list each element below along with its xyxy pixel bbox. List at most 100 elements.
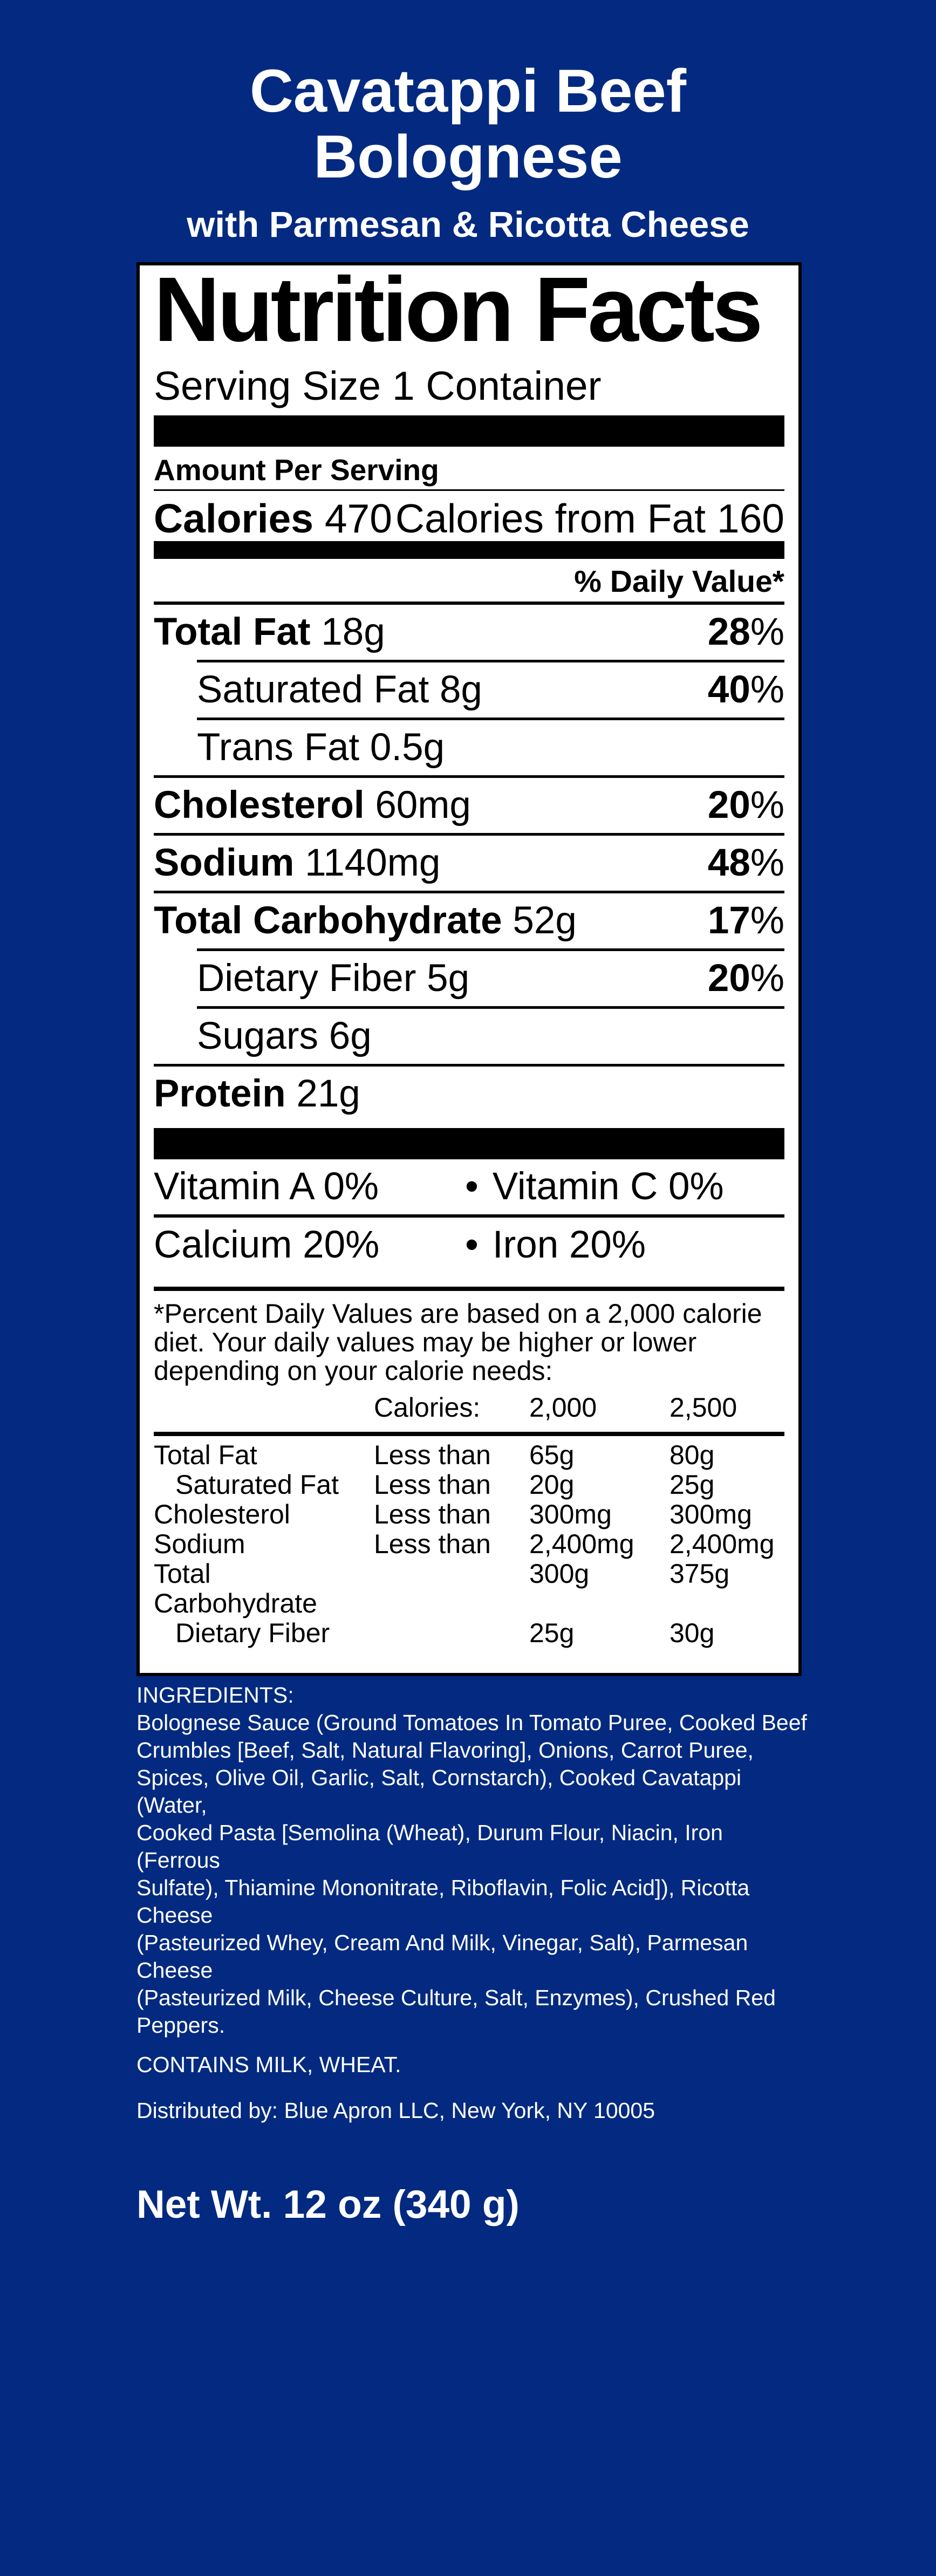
table-qualifier (374, 1559, 529, 1618)
product-title-line1: Cavatappi Beef (249, 57, 687, 125)
rule (154, 489, 784, 491)
nutrient-row-total-carbohydrate: Total Carbohydrate 52g 17% (154, 893, 784, 948)
amount-per-serving: Amount Per Serving (154, 453, 439, 487)
nutrient-name: Sugars (197, 1015, 318, 1057)
rule-heavy (154, 1432, 784, 1436)
rule (154, 1214, 784, 1218)
table-row: Cholesterol Less than 300mg 300mg (154, 1500, 784, 1529)
percent-sign: % (750, 668, 784, 711)
dv-number: 48 (707, 842, 750, 884)
nutrient-name: Trans Fat (197, 726, 360, 769)
bullet: • (465, 1224, 479, 1266)
table-row: Sodium Less than 2,400mg 2,400mg (154, 1529, 784, 1559)
iron: Iron 20% (492, 1224, 646, 1266)
nutrient-label: Sugars 6g (154, 1009, 372, 1064)
distributor-info: Distributed by: Blue Apron LLC, New York… (136, 2098, 655, 2123)
nutrient-row-sugars: Sugars 6g (154, 1009, 784, 1064)
percent-sign: % (750, 899, 784, 942)
nutrient-name: Total Fat (154, 611, 311, 653)
nutrient-dv: 20% (708, 778, 784, 833)
nutrient-label: Trans Fat 0.5g (154, 720, 445, 775)
table-nutrient: Sodium (154, 1529, 245, 1559)
nutrient-amount: 8g (439, 668, 482, 711)
table-nutrient: Saturated Fat (175, 1470, 339, 1500)
nutrient-amount: 60mg (375, 784, 471, 826)
nutrient-row-cholesterol: Cholesterol 60mg 20% (154, 778, 784, 833)
product-title: Cavatappi Beef Bolognese (0, 58, 936, 190)
nutrient-dv: 28% (708, 605, 784, 660)
nutrient-row-dietary-fiber: Dietary Fiber 5g 20% (154, 951, 784, 1006)
nutrient-amount: 0.5g (370, 726, 445, 769)
nutrient-name: Total Carbohydrate (154, 899, 502, 942)
vitamin-a: Vitamin A 0% (154, 1165, 379, 1208)
dv-number: 28 (707, 611, 750, 653)
percent-sign: % (750, 842, 784, 884)
nutrient-label: Protein 21g (154, 1067, 360, 1122)
table-v2000: 300mg (529, 1499, 612, 1529)
nutrient-row-total-fat: Total Fat 18g 28% (154, 605, 784, 660)
table-qualifier (374, 1618, 529, 1648)
col-2000-header: 2,000 (529, 1392, 597, 1423)
rule (154, 891, 784, 893)
table-v2000: 2,400mg (529, 1529, 634, 1559)
calories-value: 470 (324, 496, 392, 541)
daily-values-footnote: *Percent Daily Values are based on a 2,0… (154, 1299, 762, 1386)
nutrient-label: Dietary Fiber 5g (154, 951, 469, 1006)
calories-label: Calories (154, 496, 313, 541)
dv-number: 20 (707, 957, 750, 1000)
table-row: Total Carbohydrate 300g 375g (154, 1559, 784, 1618)
nutrient-label: Total Carbohydrate 52g (154, 893, 577, 948)
table-v2500: 2,400mg (669, 1529, 775, 1559)
table-v2000: 25g (529, 1618, 575, 1648)
calories-from-fat-label: Calories from Fat (395, 496, 706, 541)
bullet: • (465, 1165, 479, 1208)
vitamin-row-2: Calcium 20% • Iron 20% (154, 1218, 784, 1273)
nutrient-row-trans-fat: Trans Fat 0.5g (154, 720, 784, 775)
percent-sign: % (750, 957, 784, 1000)
table-qualifier: Less than (374, 1470, 491, 1500)
nutrient-dv: 17% (708, 893, 784, 948)
ingredients-heading: INGREDIENTS: (136, 1683, 294, 1707)
footnote-table-header: Calories: 2,000 2,500 (154, 1393, 784, 1423)
nutrient-amount: 5g (427, 957, 470, 1000)
nutrition-facts-panel: Nutrition Facts Serving Size 1 Container… (136, 262, 802, 1676)
separator-bar-thick (154, 1128, 784, 1159)
label-footer: INGREDIENTS: Bolognese Sauce (Ground Tom… (136, 1682, 808, 2227)
calories-header-label: Calories: (374, 1392, 481, 1423)
table-nutrient: Dietary Fiber (175, 1618, 330, 1648)
table-v2000: 300g (529, 1559, 590, 1589)
nutrient-amount: 52g (513, 899, 577, 942)
separator-bar-thick (154, 415, 784, 447)
footnote-table: Total Fat Less than 65g 80g Saturated Fa… (154, 1440, 784, 1648)
table-v2500: 80g (669, 1440, 715, 1470)
nutrient-row-sodium: Sodium 1140mg 48% (154, 836, 784, 891)
calories-from-fat-value: 160 (716, 496, 784, 541)
nutrition-facts-heading: Nutrition Facts (154, 258, 763, 361)
nutrient-label: Saturated Fat 8g (154, 662, 482, 718)
nutrient-amount: 1140mg (305, 842, 441, 884)
calories-from-fat: Calories from Fat 160 (395, 496, 784, 541)
nutrient-name: Saturated Fat (197, 668, 429, 711)
dv-number: 40 (707, 668, 750, 711)
calories-row: Calories 470 Calories from Fat 160 (154, 496, 784, 541)
rule (197, 660, 784, 662)
nutrient-name: Cholesterol (154, 784, 365, 826)
product-subtitle: with Parmesan & Ricotta Cheese (187, 204, 749, 245)
rule (197, 1006, 784, 1009)
daily-value-header: % Daily Value* (574, 564, 784, 599)
table-v2500: 300mg (669, 1499, 752, 1529)
spacer (154, 1393, 374, 1423)
percent-sign: % (750, 611, 784, 653)
nutrient-amount: 18g (321, 611, 385, 653)
table-nutrient: Cholesterol (154, 1499, 290, 1529)
product-header: Cavatappi Beef Bolognese with Parmesan &… (0, 0, 936, 246)
dv-number: 17 (707, 899, 750, 942)
rule (154, 602, 784, 605)
table-qualifier: Less than (374, 1440, 491, 1470)
dv-number: 20 (707, 784, 750, 826)
table-v2500: 375g (669, 1559, 730, 1589)
nutrient-dv: 20% (708, 951, 784, 1006)
rule (154, 775, 784, 778)
table-qualifier: Less than (374, 1529, 491, 1559)
table-v2000: 65g (529, 1440, 575, 1470)
